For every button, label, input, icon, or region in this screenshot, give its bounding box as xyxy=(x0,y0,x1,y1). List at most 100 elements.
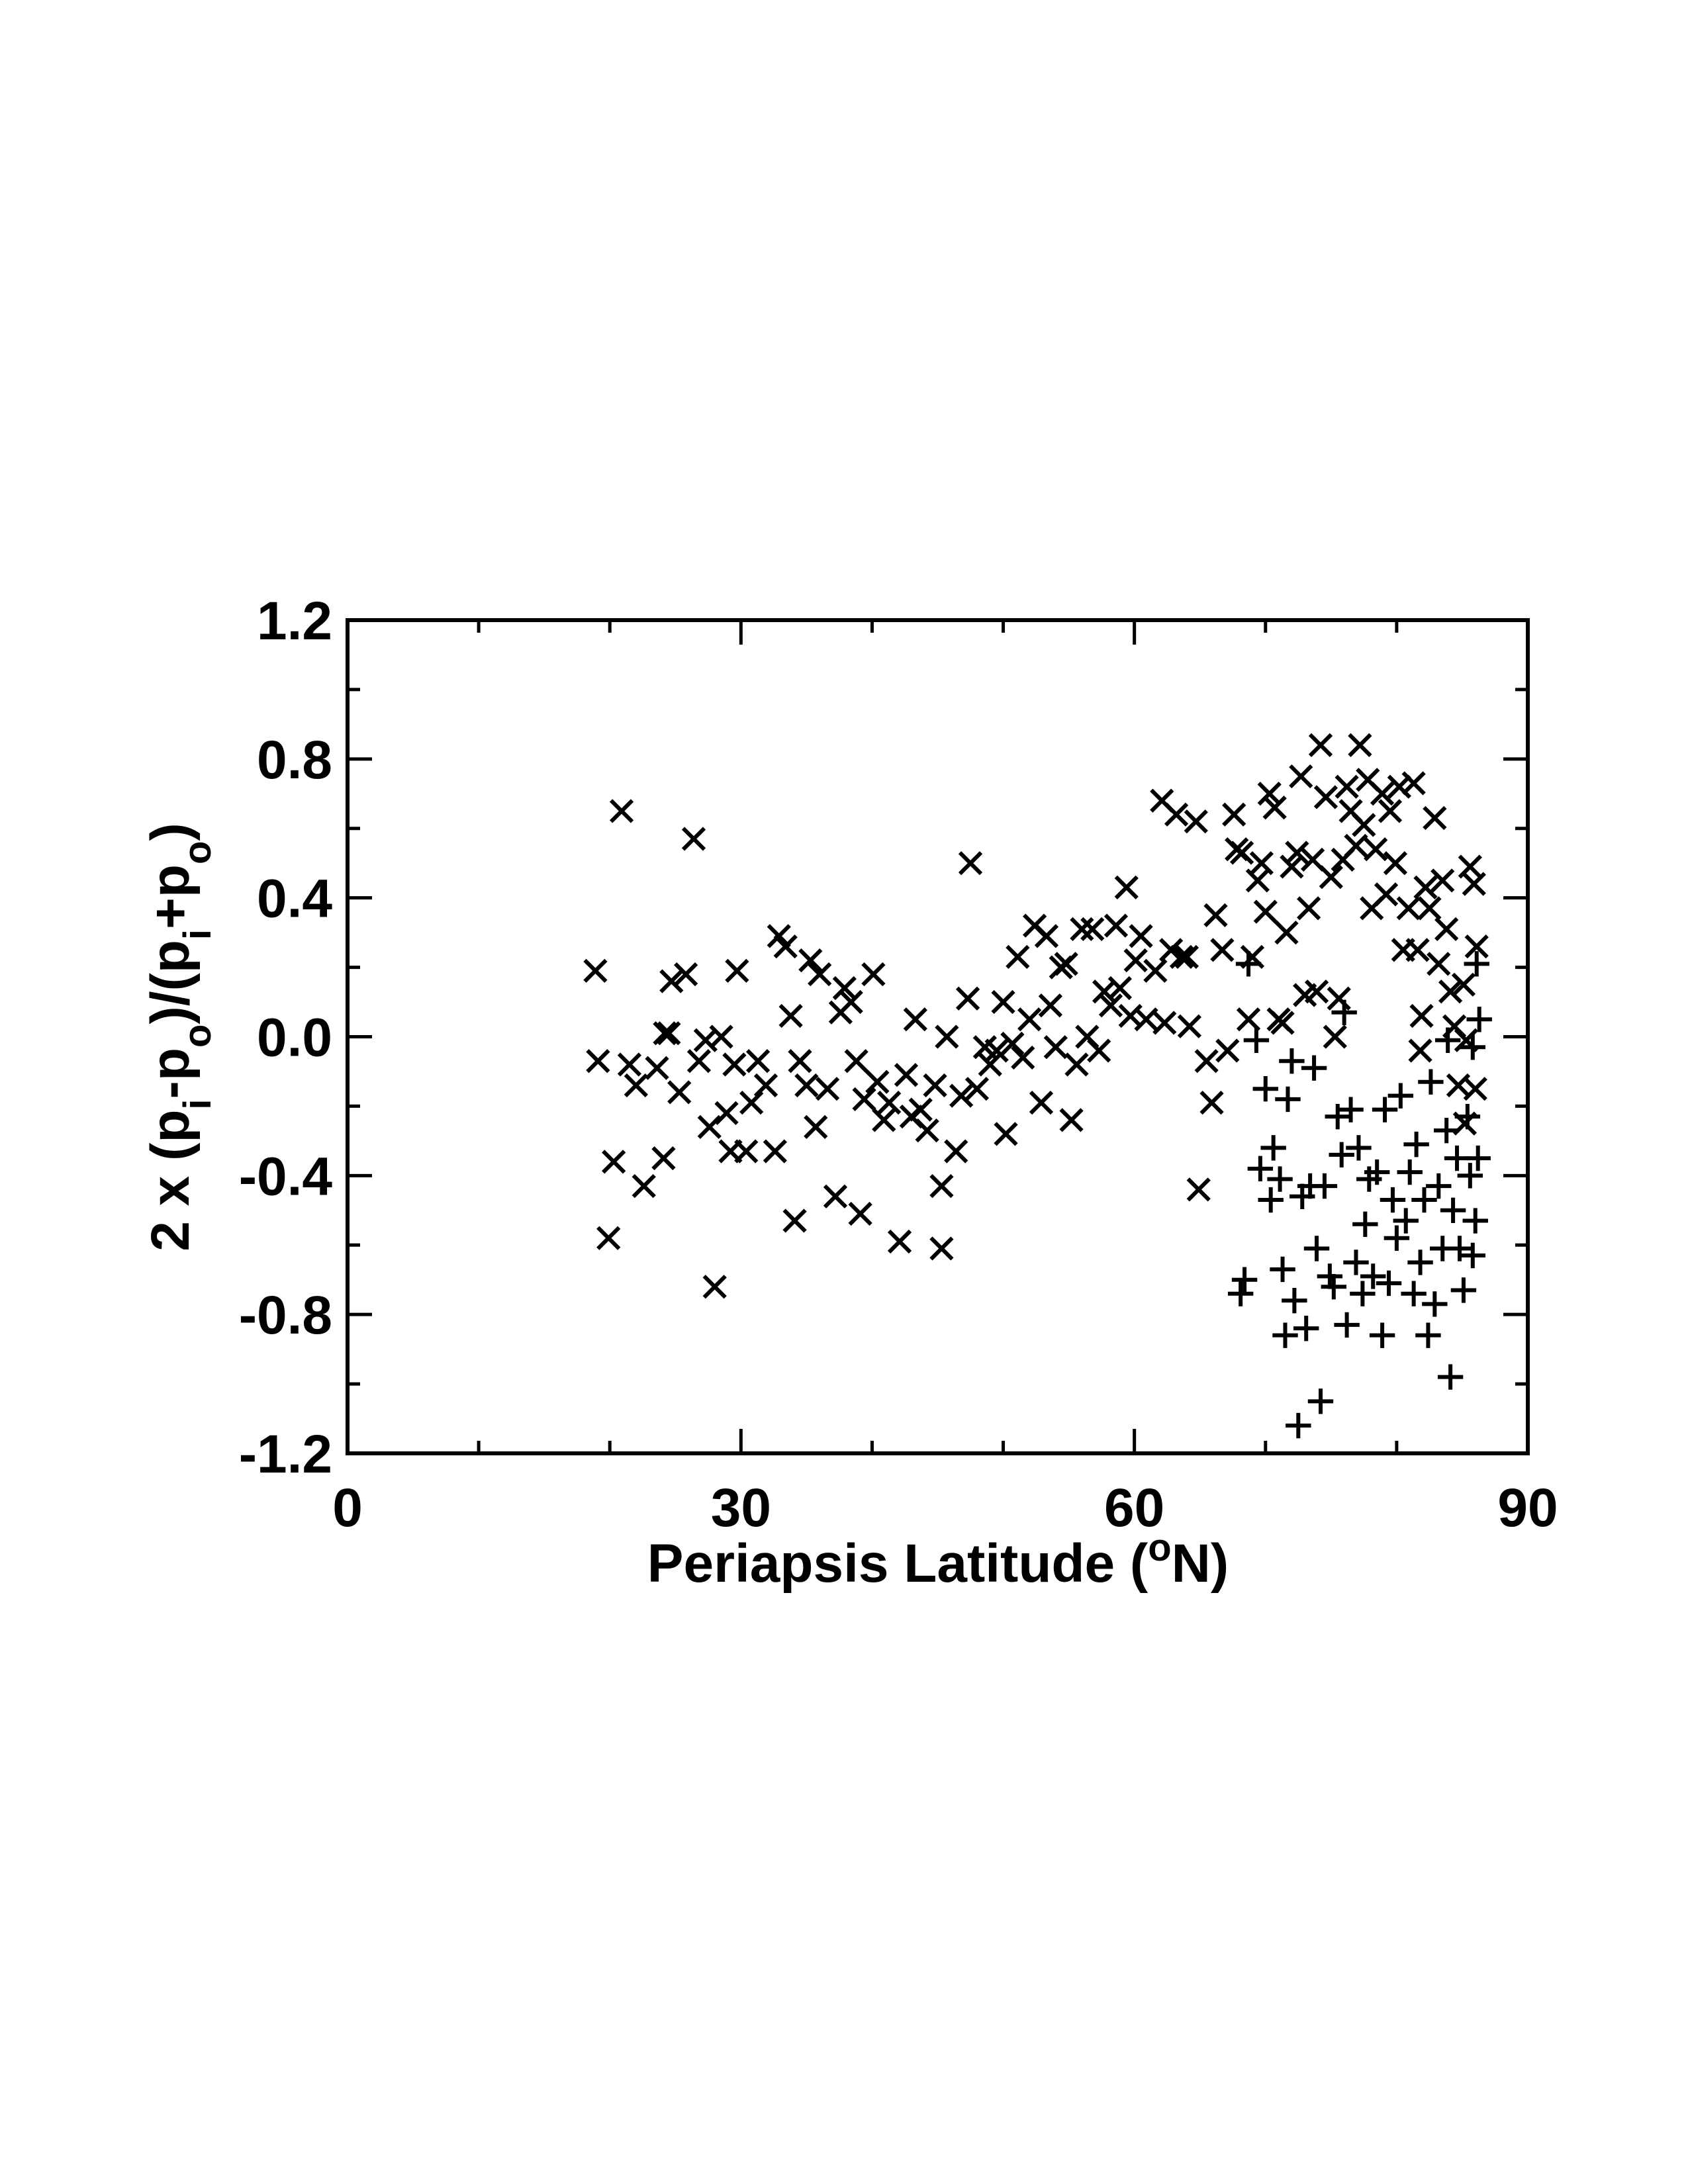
point xyxy=(1325,1103,1350,1130)
label-part: o xyxy=(176,841,219,864)
point xyxy=(1236,1007,1261,1032)
point xyxy=(702,1275,727,1299)
point xyxy=(1348,733,1372,757)
point xyxy=(1107,976,1132,1001)
point xyxy=(1415,1322,1441,1348)
point xyxy=(1308,733,1333,757)
point xyxy=(1418,1069,1444,1095)
label-part: 2 x (p xyxy=(140,1110,201,1251)
point xyxy=(1245,868,1270,893)
point xyxy=(1397,1159,1423,1185)
point xyxy=(659,969,684,993)
point xyxy=(1280,854,1304,879)
point xyxy=(1438,979,1463,1004)
point xyxy=(1253,899,1278,924)
point xyxy=(1426,1173,1452,1199)
point xyxy=(887,1229,912,1254)
label-part: -p xyxy=(140,1048,201,1099)
point xyxy=(923,1073,947,1098)
point xyxy=(1289,764,1313,789)
point xyxy=(1346,1135,1372,1161)
point xyxy=(1409,1003,1434,1028)
y-tick-label: 1.2 xyxy=(257,591,332,651)
label-part: o xyxy=(1148,1526,1171,1569)
point xyxy=(1352,813,1376,837)
point xyxy=(1422,1291,1448,1317)
point xyxy=(778,1003,803,1028)
point xyxy=(1396,896,1421,921)
point xyxy=(617,1052,642,1077)
point xyxy=(908,1097,933,1122)
point xyxy=(804,1115,828,1140)
point xyxy=(861,962,886,987)
point xyxy=(632,1173,656,1199)
point xyxy=(1403,1131,1429,1158)
point xyxy=(1272,1322,1298,1348)
point xyxy=(1319,865,1343,889)
point xyxy=(1184,809,1208,834)
point xyxy=(1360,1263,1386,1289)
point xyxy=(1262,796,1287,820)
point xyxy=(725,958,749,983)
point xyxy=(1194,1049,1219,1073)
x-tick-label: 60 xyxy=(1104,1478,1164,1538)
point xyxy=(773,934,798,959)
point xyxy=(1352,1211,1378,1237)
label-part: +p xyxy=(140,864,201,929)
point xyxy=(815,1077,840,1101)
point xyxy=(1464,934,1489,959)
point xyxy=(596,1226,621,1250)
point xyxy=(1258,1187,1284,1213)
point xyxy=(1350,1281,1376,1306)
point xyxy=(1006,944,1030,969)
point xyxy=(1374,882,1399,907)
point xyxy=(1462,1208,1488,1234)
point xyxy=(1249,851,1274,876)
label-part: Periapsis Latitude ( xyxy=(647,1533,1149,1594)
point xyxy=(1335,774,1359,799)
point xyxy=(1177,1014,1201,1038)
point xyxy=(1450,1277,1477,1303)
point xyxy=(651,1146,676,1171)
point xyxy=(1279,1048,1305,1074)
point xyxy=(1103,913,1129,938)
point xyxy=(1376,1270,1402,1297)
point xyxy=(1054,952,1078,976)
point xyxy=(1159,938,1184,962)
point xyxy=(1043,1035,1068,1060)
point xyxy=(1457,1163,1483,1189)
point xyxy=(1087,1038,1111,1063)
point xyxy=(1235,951,1262,977)
point xyxy=(653,1021,677,1046)
y-axis-label: 2 x (pi-po)/(pi+po) xyxy=(140,823,219,1251)
point xyxy=(586,1049,610,1073)
point xyxy=(1458,854,1482,879)
point xyxy=(1423,805,1447,831)
point xyxy=(1387,774,1411,799)
point xyxy=(1247,1156,1274,1182)
y-tick-label: -0.8 xyxy=(239,1285,332,1345)
point xyxy=(1199,1091,1224,1115)
point xyxy=(1064,1052,1089,1077)
x-tick-label: 90 xyxy=(1497,1478,1558,1538)
point xyxy=(944,1139,968,1163)
point xyxy=(964,1077,990,1101)
point xyxy=(1344,833,1368,858)
point xyxy=(1011,1045,1035,1070)
point xyxy=(1275,1086,1301,1113)
point xyxy=(1260,1135,1286,1161)
point xyxy=(753,1073,778,1098)
point xyxy=(1323,1024,1347,1049)
point xyxy=(1059,1108,1084,1132)
point xyxy=(1293,1315,1319,1342)
point xyxy=(1301,1055,1327,1081)
point xyxy=(1417,896,1442,921)
point xyxy=(1252,1075,1278,1102)
point xyxy=(1378,799,1403,823)
point xyxy=(1413,875,1438,900)
point xyxy=(788,1049,812,1073)
point xyxy=(681,827,706,851)
point xyxy=(1257,782,1282,806)
